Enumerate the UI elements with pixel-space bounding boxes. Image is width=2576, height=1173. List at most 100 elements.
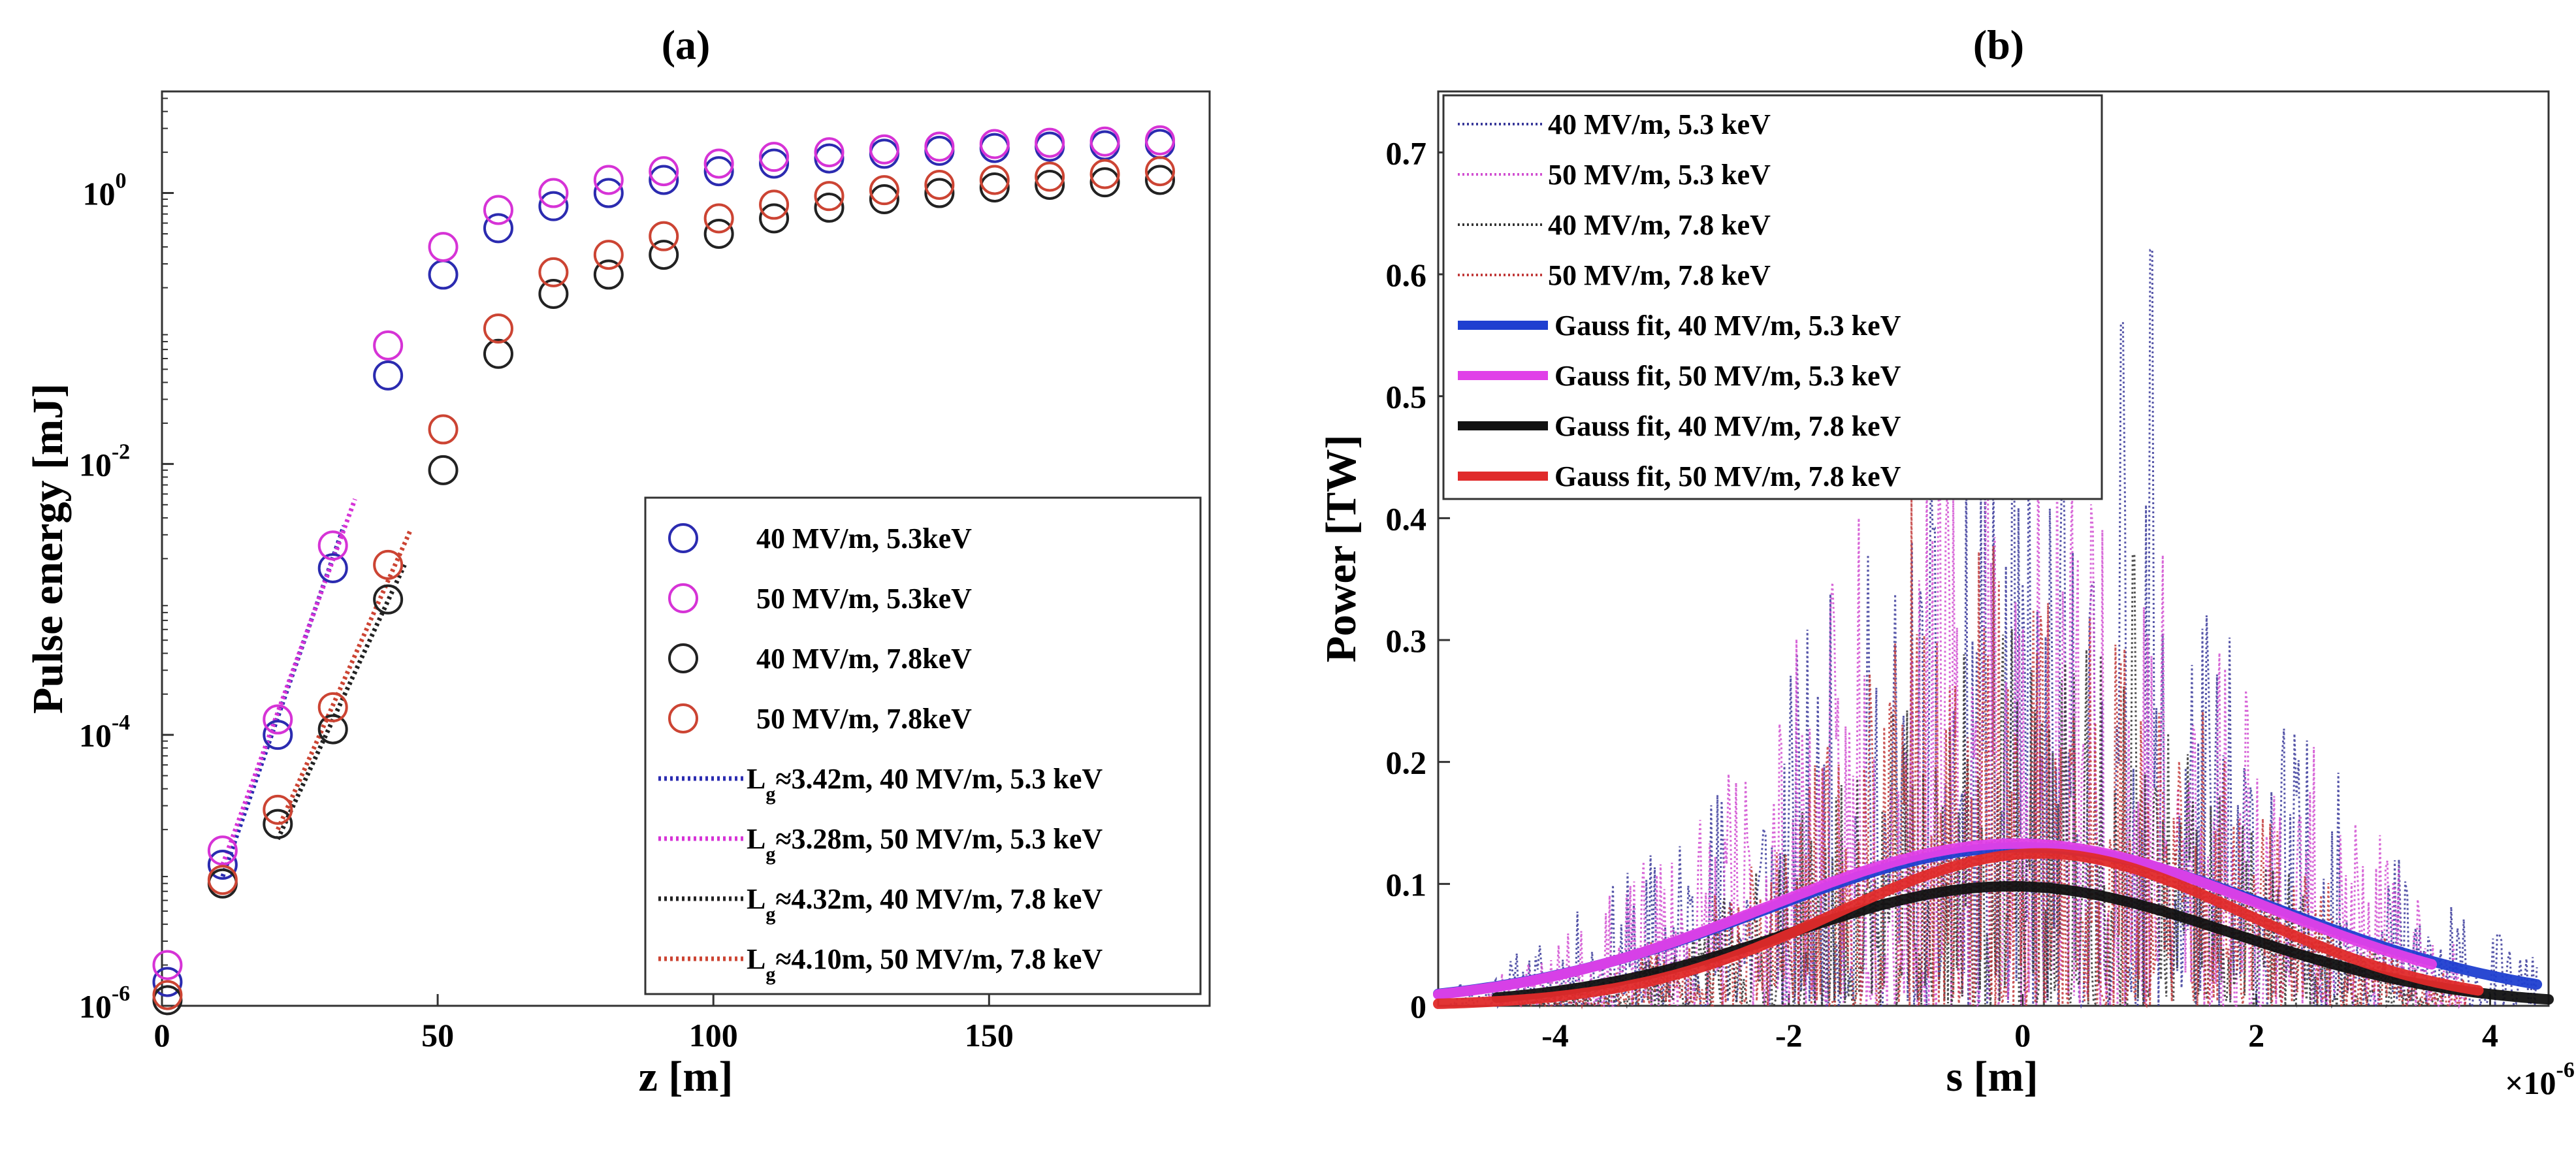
panel-a-legend-box (644, 496, 1202, 995)
panel-a-y-tick-label: 10-4 (79, 711, 130, 754)
panel-a-marker (979, 165, 1010, 195)
panel-a-marker (483, 338, 513, 369)
panel-a-legend-label: 50 MV/m, 7.8keV (756, 703, 972, 735)
panel-a-marker (263, 809, 293, 839)
panel-b-y-tick-label: 0.1 (1386, 866, 1427, 903)
panel-a-marker (1145, 125, 1176, 155)
panel-b-y-tick-label: 0.3 (1386, 622, 1427, 659)
panel-a-marker (483, 195, 513, 225)
panel-a-marker (814, 181, 845, 212)
panel-a-marker (428, 455, 459, 485)
panel-a-legend-marker (668, 643, 698, 673)
panel-b-spectrum-line (1484, 140, 2468, 1010)
panel-a-marker (538, 279, 569, 310)
panel-b-gauss-fit-line (1491, 881, 2554, 1005)
panel-a-marker (649, 165, 679, 195)
panel-a-marker (373, 584, 404, 615)
panel-b-legend-gauss-label: Gauss fit, 40 MV/m, 7.8 keV (1554, 410, 1901, 442)
panel-b-y-tick-label: 0 (1410, 988, 1426, 1025)
panel-a-x-label: z [m] (639, 1053, 733, 1101)
panel-b-legend-spectrum-label: 50 MV/m, 5.3 keV (1548, 159, 1771, 191)
panel-b-gauss-fits (1433, 838, 2554, 1009)
panel-a-legend-label: 40 MV/m, 5.3keV (756, 522, 972, 554)
panel-a-legend-label: 50 MV/m, 5.3keV (756, 583, 972, 615)
panel-a-y-tick-label: 10-6 (79, 982, 130, 1025)
panel-a-marker (1145, 156, 1176, 187)
panel-b-x-tick-label: 2 (2248, 1017, 2264, 1053)
panel-a-marker (759, 189, 790, 220)
panel-a-marker (207, 835, 238, 866)
panel-a-marker (373, 330, 404, 361)
panel-b-x-tick-label: 0 (2014, 1017, 2031, 1053)
panel-a-legend-fit-label: Lg≈3.42m, 40 MV/m, 5.3 keV (747, 763, 1103, 805)
panel-a-marker (924, 169, 955, 200)
panel-a-marker (483, 213, 513, 244)
panel-a-marker (207, 850, 238, 880)
panel-b-legend-gauss-label: Gauss fit, 50 MV/m, 5.3 keV (1554, 360, 1901, 392)
panel-a-marker (979, 172, 1010, 202)
panel-a-marker (759, 203, 790, 234)
panel-a-marker (703, 156, 734, 187)
panel-a-marker (317, 530, 348, 561)
panel-a-x-tick-label: 50 (421, 1017, 454, 1053)
panel-b-x-multiplier: ×10-6 (2505, 1058, 2575, 1101)
panel-b-legend-gauss-label: Gauss fit, 40 MV/m, 5.3 keV (1554, 310, 1901, 342)
panel-a-marker (649, 221, 679, 251)
panel-a-marker (152, 950, 183, 980)
panel-a-marker (317, 714, 348, 745)
panel-a-legend-marker (668, 583, 698, 613)
panel-b-y-tick-label: 0.7 (1386, 135, 1427, 171)
panel-a-marker (483, 313, 513, 344)
panel-a-x-tick-label: 0 (154, 1017, 170, 1053)
panel-a-marker (814, 137, 845, 168)
panel-a-title: (a) (662, 22, 711, 68)
panel-a-marker (759, 148, 790, 179)
panel-a-marker (593, 259, 624, 290)
panel-b-gauss-fit-line (1433, 838, 2438, 1000)
panel-a-marker (1089, 167, 1120, 198)
panel-b-legend-gauss-label: Gauss fit, 50 MV/m, 7.8 keV (1554, 460, 1901, 492)
panel-a-marker (649, 156, 679, 187)
panel-a-marker (703, 148, 734, 179)
panel-b-y-label: Power [TW] (1317, 435, 1365, 663)
panel-a-marker (814, 192, 845, 223)
panel-a-marker (263, 704, 293, 735)
panel-a-legend-fit-label: Lg≈3.28m, 50 MV/m, 5.3 keV (747, 823, 1103, 865)
panel-b-legend-spectrum-label: 40 MV/m, 7.8 keV (1548, 209, 1771, 241)
panel-a-legend-marker (668, 523, 698, 553)
panel-b-x-tick-label: 4 (2482, 1017, 2498, 1053)
panel-b-y-tick-label: 0.4 (1386, 500, 1427, 537)
panel-a-x-tick-label: 100 (689, 1017, 738, 1053)
panel-a-marker (317, 553, 348, 583)
panel-a: (a) 0 50 100 150 10-6 10-4 10-2 100 z [m] Pulse… (24, 22, 1211, 1101)
panel-a-legend-fit-label: Lg≈4.10m, 50 MV/m, 7.8 keV (747, 943, 1103, 985)
panel-a-x-tick-label: 150 (965, 1017, 1014, 1053)
panel-a-marker (152, 967, 183, 997)
panel-b-y-tick-label: 0.2 (1386, 745, 1427, 781)
panel-a-marker (207, 865, 238, 895)
panel-a-marker (428, 232, 459, 263)
panel-a-marker (869, 184, 899, 215)
panel-b-x-tick-label: -2 (1775, 1017, 1803, 1053)
panel-a-y-tick-label: 100 (83, 169, 127, 212)
panel-b-y-tick-label: 0.5 (1386, 379, 1427, 415)
panel-a-marker (979, 129, 1010, 159)
panel-a-marker (263, 720, 293, 750)
panel-b-title: (b) (1973, 22, 2024, 68)
panel-a-markers (152, 125, 1176, 1016)
panel-a-marker (649, 240, 679, 270)
panel-a-fit-lines (220, 498, 413, 878)
panel-a-axes-frame (161, 90, 1211, 1007)
panel-a-legend-label: 40 MV/m, 7.8keV (756, 643, 972, 675)
panel-a-marker (869, 175, 899, 206)
panel-a-marker (1035, 169, 1065, 200)
panel-a-marker (263, 794, 293, 825)
panel-a-marker (1089, 159, 1120, 189)
panel-b-legend-box (1442, 94, 2103, 500)
panel-a-marker (1089, 126, 1120, 157)
panel-a-marker (1035, 127, 1065, 158)
panel-b-x-label: s [m] (1946, 1053, 2038, 1101)
panel-b-y-tick-label: 0.6 (1386, 257, 1427, 293)
panel-a-legend-fit-label: Lg≈4.32m, 40 MV/m, 7.8 keV (747, 883, 1103, 925)
